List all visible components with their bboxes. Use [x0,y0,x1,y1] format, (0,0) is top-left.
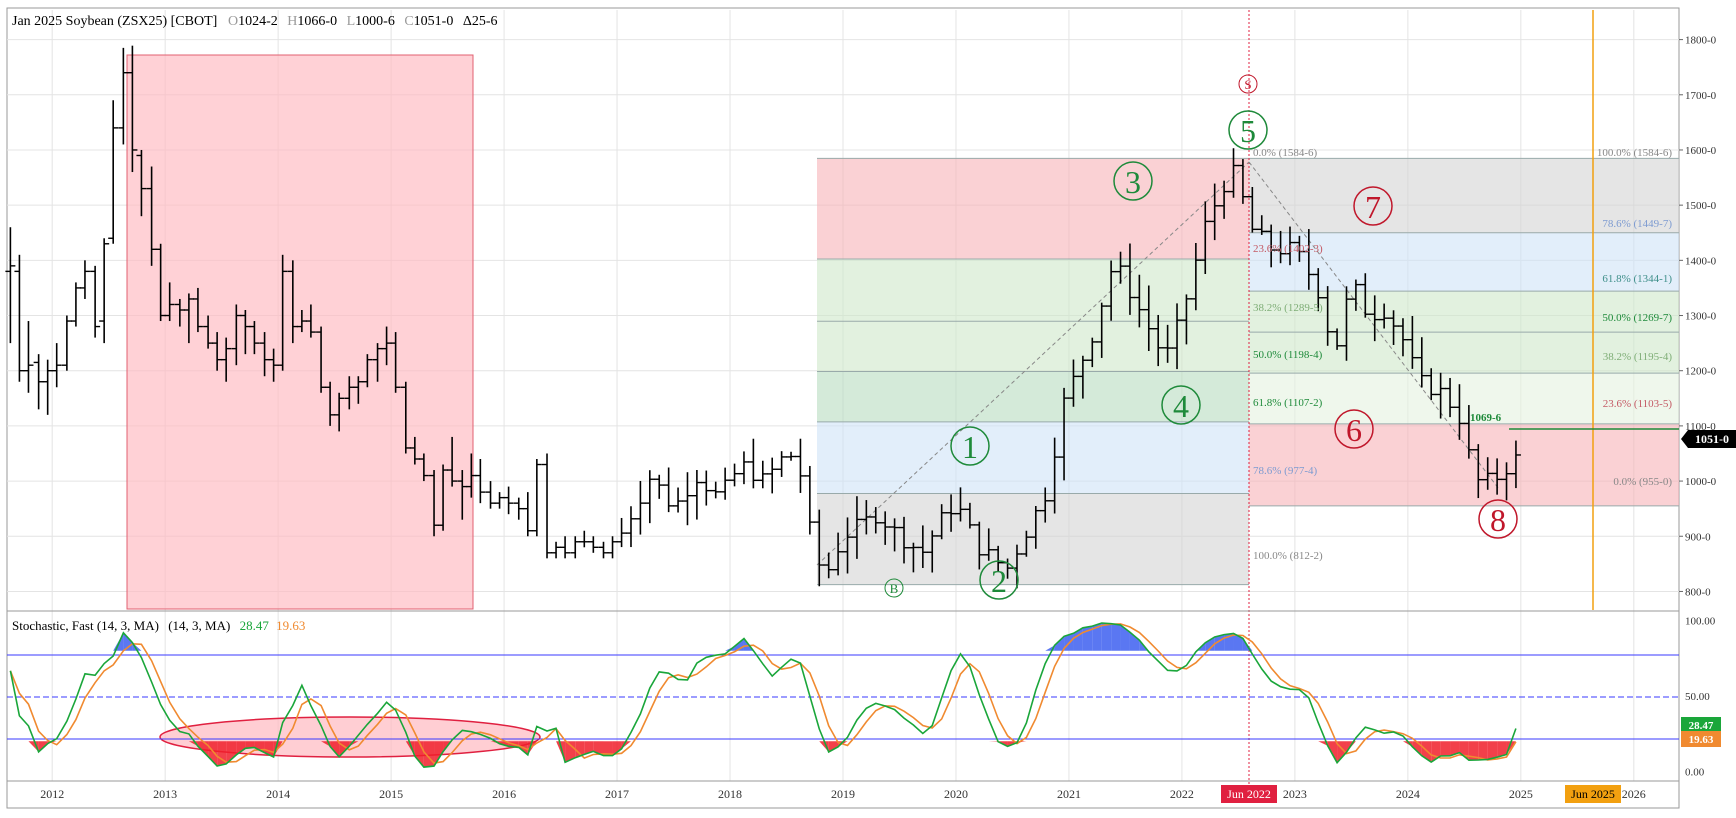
fib-up-zone [817,493,1249,584]
fib-left-786: 78.6% (977-4) [1253,465,1317,477]
overbought-fill [1102,623,1111,651]
fib-up-zone [817,422,1249,494]
fib-left-100: 100.0% (812-2) [1253,550,1323,562]
overbought-fill [1111,624,1120,651]
oversold-fill [1488,741,1497,759]
fib-right-618: 61.8% (1344-1) [1602,273,1672,285]
x-axis-label: 2015 [379,787,403,801]
x-axis-label: 2020 [944,787,968,801]
fib-left-236: 23.6% (1402-3) [1253,243,1323,255]
x-axis-label: 2026 [1622,787,1646,801]
x-axis-label: 2025 [1509,787,1533,801]
fib-left-382: 38.2% (1289-5) [1253,302,1323,314]
fib-right-0: 0.0% (955-0) [1613,476,1672,488]
svg-text:19.63: 19.63 [1689,734,1714,746]
x-axis-label: 2013 [153,787,177,801]
x-axis-label: 2018 [718,787,742,801]
oversold-fill [1441,741,1450,756]
x-axis-label: 2021 [1057,787,1081,801]
x-axis-label: 2023 [1283,787,1307,801]
svg-text:7: 7 [1365,189,1381,225]
stoch-axis-label: 100.00 [1685,616,1716,628]
x-axis-label: 2022 [1170,787,1194,801]
svg-text:1: 1 [962,429,978,465]
stoch-axis-label: 50.00 [1685,691,1710,703]
price-axis-label: 1700-0 [1685,90,1717,102]
fib-up-zone [817,259,1249,321]
price-axis-label: 1300-0 [1685,311,1717,323]
price-axis-label: 1800-0 [1685,35,1717,47]
svg-text:5: 5 [1240,113,1256,149]
fib-left-0: 0.0% (1584-6) [1253,147,1317,159]
level-label-1069: 1069-6 [1470,412,1502,424]
jun2022-tag: Jun 2022 [1221,785,1277,803]
fib-left-500: 50.0% (1198-4) [1253,349,1323,361]
x-axis-label: 2024 [1396,787,1420,801]
jun2025-tag: Jun 2025 [1565,785,1621,803]
stoch-k-tag: 28.47 [1681,717,1721,733]
svg-text:3: 3 [1125,164,1141,200]
current-price-tag: 1051-0 [1681,430,1736,448]
price-axis-label: 1600-0 [1685,145,1717,157]
fib-right-500: 50.0% (1269-7) [1602,312,1672,324]
price-axis-label: 900-0 [1685,531,1711,543]
svg-text:S: S [1244,77,1251,92]
svg-text:Jun 2025: Jun 2025 [1571,787,1615,801]
svg-text:Jun 2022: Jun 2022 [1227,787,1271,801]
x-axis-label: 2012 [40,787,64,801]
fib-up-zone [817,158,1249,259]
svg-text:2: 2 [991,563,1007,599]
price-axis-label: 1500-0 [1685,200,1717,212]
highlight-box-2012-2015 [127,55,473,609]
stoch-legend: Stochastic, Fast (14, 3, MA) (14, 3, MA)… [12,618,305,633]
x-axis-label: 2017 [605,787,629,801]
oversold-fill [217,741,226,766]
chart-header: Jan 2025 Soybean (ZSX25) [CBOT] O1024-2 … [12,14,498,29]
price-axis-label: 1400-0 [1685,255,1717,267]
svg-text:B: B [890,581,899,596]
x-axis-label: 2019 [831,787,855,801]
svg-text:8: 8 [1490,502,1506,538]
fib-right-786: 78.6% (1449-7) [1602,218,1672,230]
price-axis-label: 800-0 [1685,586,1711,598]
x-axis-label: 2016 [492,787,516,801]
svg-text:6: 6 [1346,412,1362,448]
fib-right-236: 23.6% (1103-5) [1603,398,1673,410]
chart-title: Jan 2025 Soybean (ZSX25) [CBOT] [12,14,217,29]
price-axis-label: 1000-0 [1685,476,1717,488]
fib-left-618: 61.8% (1107-2) [1253,397,1323,409]
stoch-axis-label: 0.00 [1685,766,1705,778]
svg-text:28.47: 28.47 [1689,720,1714,732]
stoch-d-tag: 19.63 [1681,731,1721,747]
svg-text:1051-0: 1051-0 [1695,432,1729,446]
price-axis-label: 1200-0 [1685,366,1717,378]
fib-right-100: 100.0% (1584-6) [1597,147,1672,159]
x-axis: 2012 2013 2014 2015 2016 2017 2018 2019 2020 2021… [40,787,1646,801]
x-axis-label: 2014 [266,787,290,801]
fib-right-382: 38.2% (1195-4) [1603,351,1673,363]
svg-text:4: 4 [1173,388,1189,424]
